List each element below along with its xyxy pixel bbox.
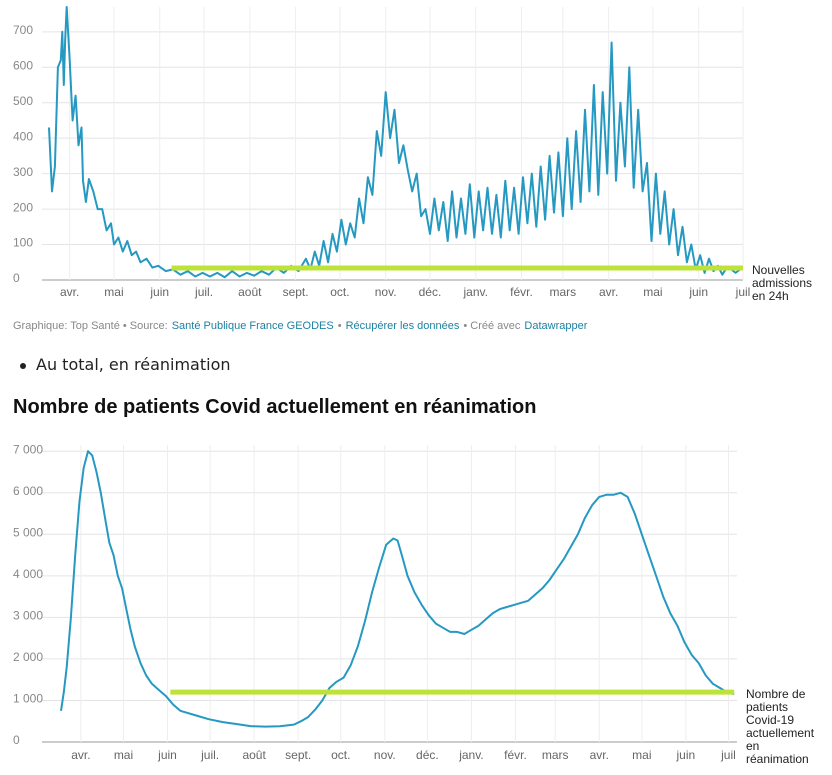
- x-tick-label: juin: [676, 748, 696, 762]
- y-tick-label: 400: [13, 129, 33, 143]
- x-tick-label: avr.: [60, 285, 79, 299]
- x-tick-label: juil.: [200, 748, 219, 762]
- x-tick-label: oct.: [331, 748, 350, 762]
- footer-link[interactable]: Datawrapper: [524, 320, 588, 332]
- y-tick-label: 6 000: [13, 484, 43, 498]
- y-tick-label: 200: [13, 200, 33, 214]
- x-tick-label: juil: [720, 748, 736, 762]
- x-tick-label: nov.: [375, 285, 397, 299]
- x-tick-label: août: [242, 748, 266, 762]
- x-tick-label: févr.: [504, 748, 527, 762]
- x-tick-label: mai: [643, 285, 662, 299]
- x-tick-label: mai: [632, 748, 651, 762]
- footer: Graphique: Top Santé • Source: Santé Publ…: [13, 320, 591, 332]
- reference-label: Nombre de patients Covid-19 actuellement…: [746, 687, 815, 766]
- y-tick-label: 300: [13, 165, 33, 179]
- footer-text: •: [337, 320, 342, 332]
- x-tick-label: mars: [542, 748, 569, 762]
- y-tick-label: 0: [13, 733, 20, 747]
- x-tick-label: févr.: [510, 285, 533, 299]
- footer-text: Graphique: Top Santé • Source:: [13, 320, 168, 332]
- x-tick-label: mai: [104, 285, 123, 299]
- x-tick-label: déc.: [419, 285, 442, 299]
- x-tick-label: août: [238, 285, 262, 299]
- y-tick-label: 100: [13, 236, 33, 250]
- y-tick-label: 3 000: [13, 609, 43, 623]
- x-tick-label: avr.: [599, 285, 618, 299]
- x-tick-label: sept.: [283, 285, 309, 299]
- x-tick-label: déc.: [416, 748, 439, 762]
- data-line: [60, 450, 735, 728]
- y-tick-label: 7 000: [13, 442, 43, 456]
- y-tick-label: 5 000: [13, 525, 43, 539]
- x-tick-label: janv.: [458, 748, 483, 762]
- y-tick-label: 600: [13, 58, 33, 72]
- y-tick-label: 2 000: [13, 650, 43, 664]
- chart-title: Nombre de patients Covid actuellement en…: [13, 396, 537, 418]
- data-line: [48, 6, 741, 279]
- bullet: Au total, en réanimation: [20, 355, 231, 374]
- x-tick-label: sept.: [285, 748, 311, 762]
- footer-link[interactable]: Récupérer les données: [345, 320, 460, 332]
- footer-text: • Créé avec: [463, 320, 521, 332]
- x-tick-label: mai: [114, 748, 133, 762]
- footer-link[interactable]: Santé Publique France GEODES: [171, 320, 334, 332]
- x-tick-label: juin: [157, 748, 177, 762]
- x-tick-label: avr.: [590, 748, 609, 762]
- x-tick-label: oct.: [330, 285, 349, 299]
- x-tick-label: juin: [149, 285, 169, 299]
- x-tick-label: nov.: [374, 748, 396, 762]
- reference-label: Nouvelles admissions en 24h: [752, 263, 813, 303]
- y-tick-label: 1 000: [13, 692, 43, 706]
- y-tick-label: 500: [13, 94, 33, 108]
- x-tick-label: avr.: [71, 748, 90, 762]
- y-tick-label: 4 000: [13, 567, 43, 581]
- x-tick-label: janv.: [463, 285, 488, 299]
- y-tick-label: 0: [13, 271, 20, 285]
- x-tick-label: juin: [688, 285, 708, 299]
- x-tick-label: juil.: [194, 285, 213, 299]
- x-tick-label: mars: [550, 285, 577, 299]
- y-tick-label: 700: [13, 23, 33, 37]
- x-tick-label: juil: [735, 285, 751, 299]
